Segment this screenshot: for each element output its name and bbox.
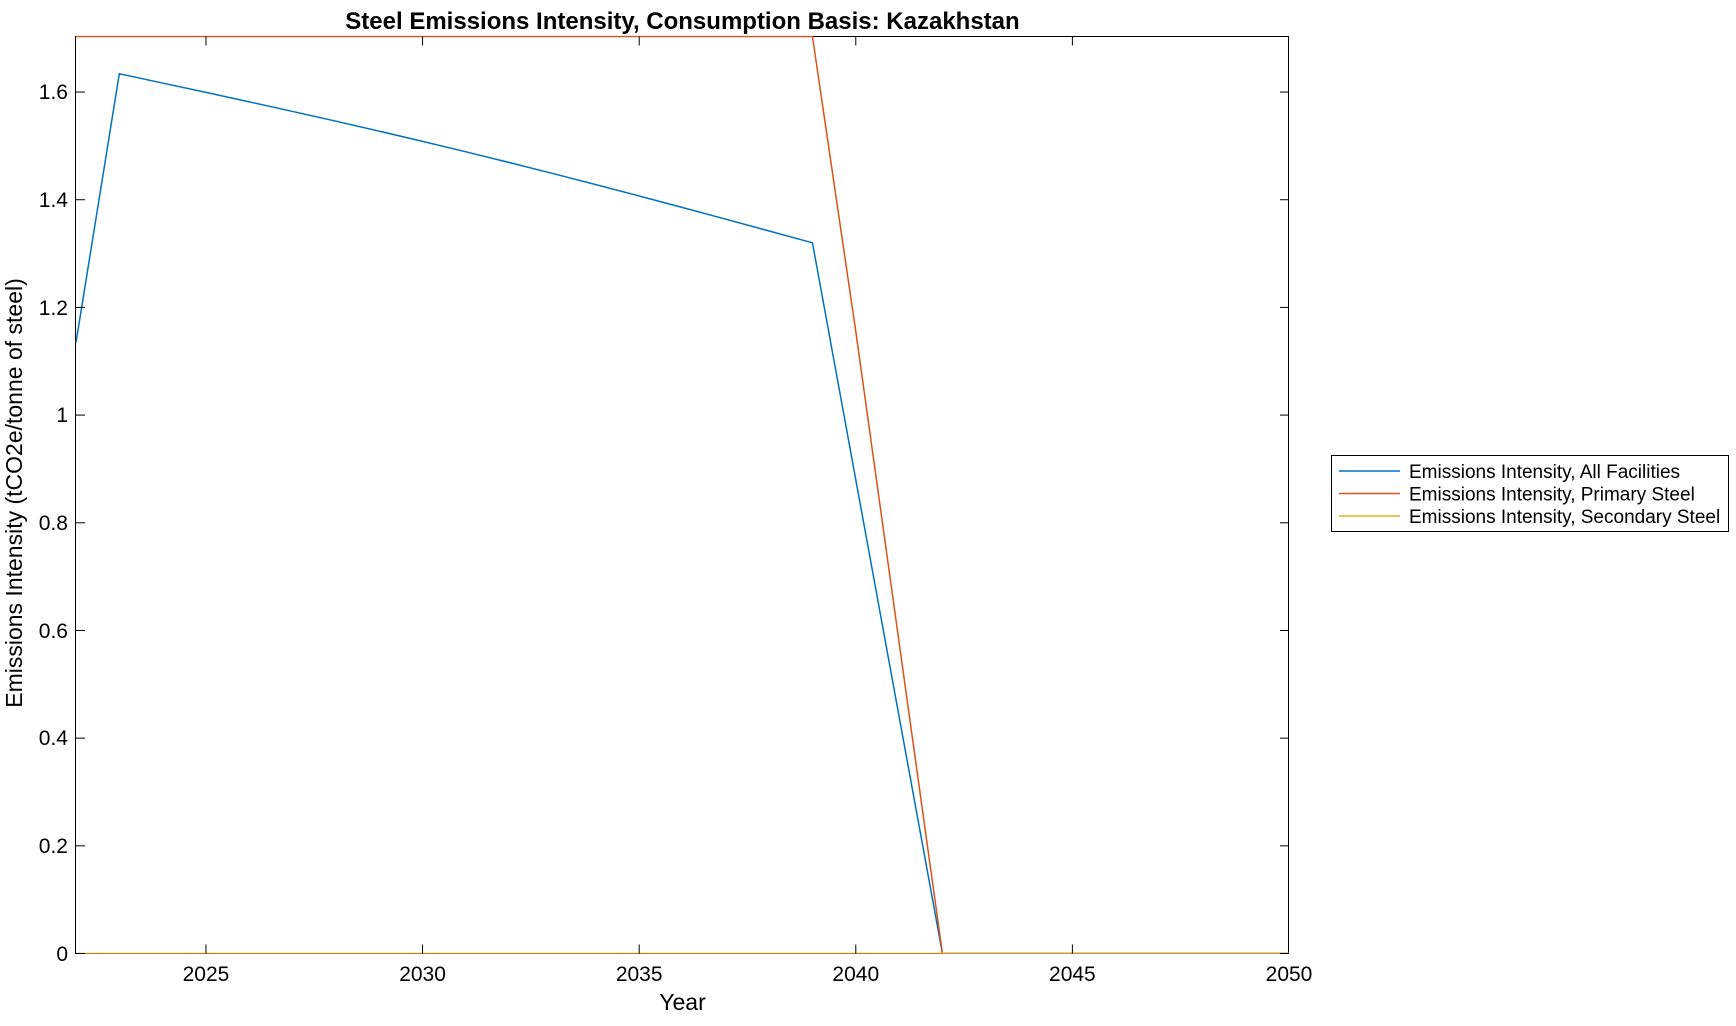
svg-text:1.6: 1.6 bbox=[39, 81, 68, 104]
svg-text:0.4: 0.4 bbox=[39, 727, 69, 750]
svg-text:0.2: 0.2 bbox=[39, 835, 68, 858]
svg-text:2040: 2040 bbox=[832, 963, 879, 986]
svg-text:2045: 2045 bbox=[1049, 963, 1096, 986]
svg-text:Emissions Intensity, Primary S: Emissions Intensity, Primary Steel bbox=[1409, 485, 1695, 506]
svg-text:0.6: 0.6 bbox=[39, 620, 68, 643]
svg-text:Emissions Intensity, Secondary: Emissions Intensity, Secondary Steel bbox=[1409, 507, 1720, 528]
svg-text:2035: 2035 bbox=[616, 963, 663, 986]
svg-text:1.4: 1.4 bbox=[39, 189, 69, 212]
svg-text:Emissions Intensity (tCO2e/ton: Emissions Intensity (tCO2e/tonne of stee… bbox=[1, 278, 27, 708]
svg-text:0: 0 bbox=[56, 943, 68, 966]
svg-text:1.2: 1.2 bbox=[39, 297, 68, 320]
svg-text:2030: 2030 bbox=[399, 963, 446, 986]
svg-text:Emissions Intensity, All Facil: Emissions Intensity, All Facilities bbox=[1409, 462, 1680, 483]
svg-text:1: 1 bbox=[56, 404, 68, 427]
svg-text:2025: 2025 bbox=[183, 963, 230, 986]
svg-text:2050: 2050 bbox=[1266, 963, 1313, 986]
svg-text:0.8: 0.8 bbox=[39, 512, 68, 535]
